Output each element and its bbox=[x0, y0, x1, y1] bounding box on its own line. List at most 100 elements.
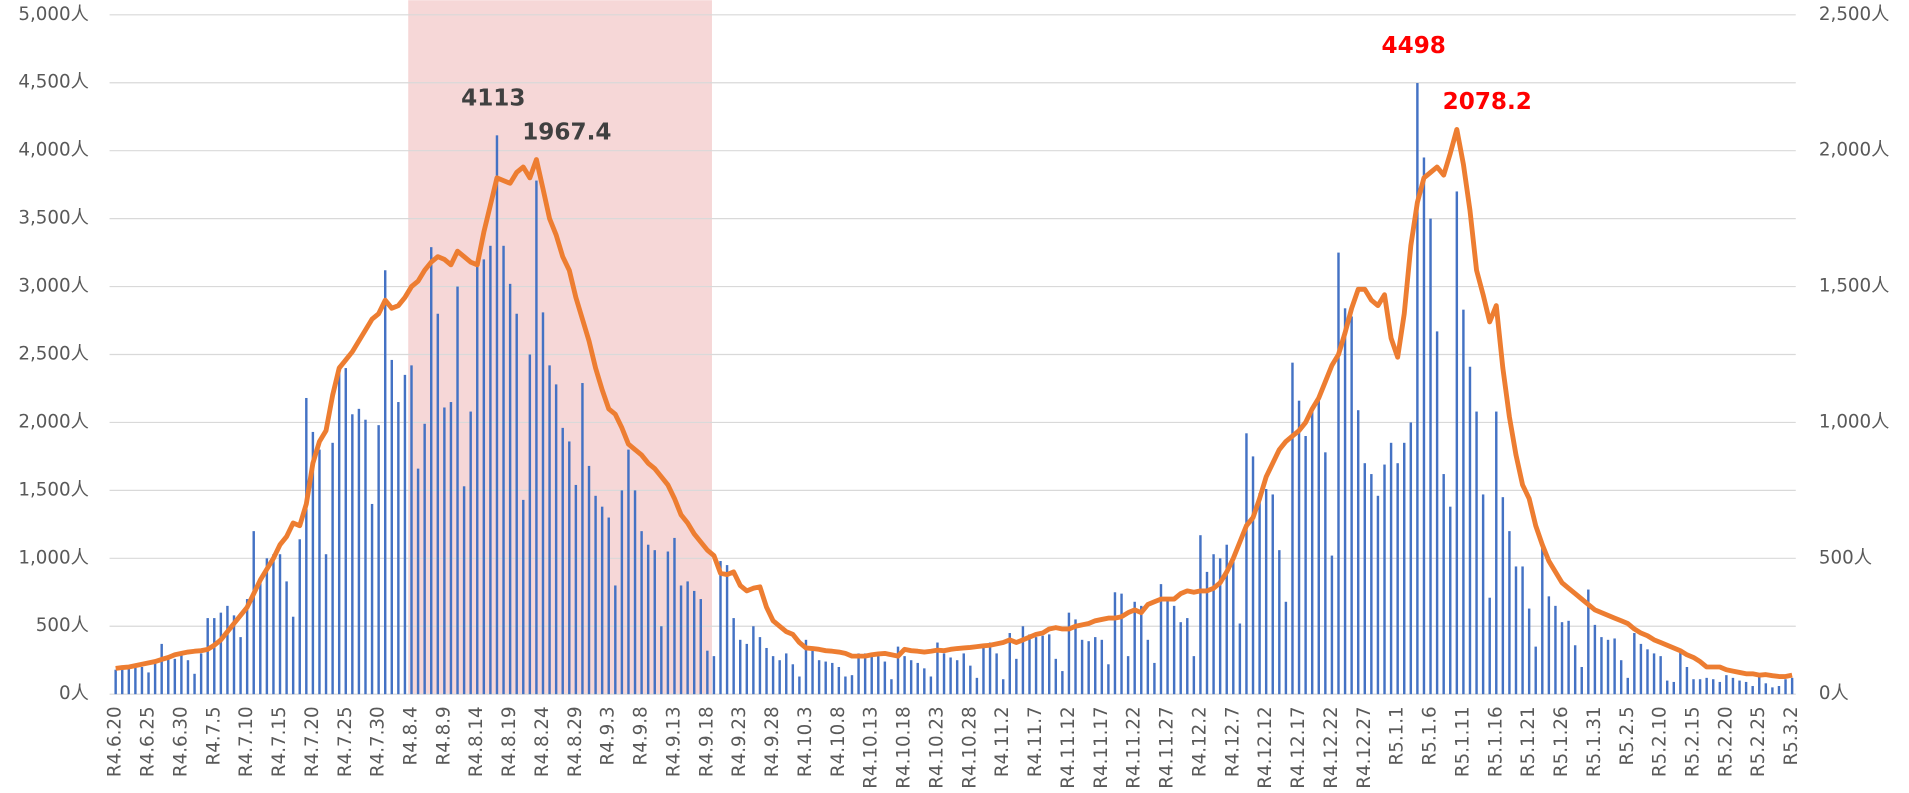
line bbox=[115, 127, 1793, 679]
bar bbox=[1744, 681, 1748, 695]
bar bbox=[620, 490, 624, 695]
bar bbox=[863, 653, 867, 695]
bar bbox=[824, 661, 827, 695]
bar bbox=[1192, 656, 1196, 695]
bar bbox=[890, 679, 893, 695]
bar bbox=[114, 669, 117, 695]
x-tick-label: R5.1.21 bbox=[1518, 706, 1539, 777]
bar bbox=[1547, 596, 1551, 695]
bar bbox=[765, 647, 768, 695]
bar bbox=[923, 668, 926, 695]
bar bbox=[245, 599, 249, 695]
bar bbox=[1264, 489, 1268, 695]
bar bbox=[1245, 433, 1248, 695]
x-tick-label: R5.1.26 bbox=[1551, 706, 1572, 777]
bar bbox=[1606, 639, 1610, 695]
bar bbox=[850, 675, 854, 695]
x-tick-label: R5.2.10 bbox=[1650, 706, 1671, 777]
bar bbox=[1751, 686, 1754, 695]
bar bbox=[489, 245, 492, 695]
x-tick-label: R4.6.30 bbox=[170, 706, 191, 777]
bar bbox=[495, 135, 499, 695]
bar bbox=[1376, 495, 1380, 695]
x-tick-label: R5.1.6 bbox=[1420, 706, 1441, 765]
x-tick-label: R4.11.2 bbox=[992, 706, 1013, 777]
bar bbox=[1738, 680, 1741, 695]
bar bbox=[1028, 634, 1031, 695]
y-tick-label: 3,000人 bbox=[18, 276, 89, 297]
bar bbox=[995, 653, 998, 695]
bar bbox=[1021, 626, 1025, 695]
bar bbox=[600, 506, 604, 695]
bar bbox=[186, 660, 190, 695]
y-tick-label: 0人 bbox=[59, 683, 89, 704]
bar bbox=[331, 442, 334, 695]
x-tick-label: R4.11.7 bbox=[1025, 706, 1046, 777]
bar bbox=[1764, 683, 1768, 695]
bar bbox=[1488, 597, 1491, 695]
bar bbox=[1455, 191, 1459, 695]
y-tick-label: 1,500人 bbox=[18, 479, 89, 500]
x-tick-label: R4.9.8 bbox=[631, 706, 652, 765]
bar bbox=[1422, 157, 1426, 695]
bar bbox=[226, 605, 229, 695]
bar bbox=[1107, 664, 1110, 695]
bar bbox=[522, 499, 525, 695]
bar bbox=[1284, 601, 1288, 695]
bar bbox=[699, 599, 702, 695]
bar bbox=[508, 283, 512, 695]
bar bbox=[344, 368, 347, 695]
bar bbox=[1356, 410, 1360, 695]
y-tick-label: 1,000人 bbox=[18, 547, 89, 568]
bar bbox=[1731, 677, 1735, 695]
x-tick-label: R4.7.30 bbox=[368, 706, 389, 777]
y-tick-label: 4,000人 bbox=[18, 140, 89, 161]
bar bbox=[1343, 308, 1347, 695]
bar bbox=[1067, 612, 1071, 695]
bar bbox=[1435, 331, 1439, 695]
bar bbox=[423, 423, 426, 695]
bar bbox=[127, 668, 131, 695]
bar bbox=[1771, 687, 1774, 695]
bar bbox=[469, 411, 472, 695]
bar bbox=[383, 270, 387, 695]
y-tick-label: 2,500人 bbox=[18, 343, 89, 364]
bar bbox=[173, 658, 177, 695]
x-tick-label: R5.1.16 bbox=[1485, 706, 1506, 777]
bar bbox=[1001, 679, 1005, 695]
bar bbox=[1100, 639, 1104, 695]
bar bbox=[548, 365, 551, 695]
bar bbox=[1304, 436, 1307, 695]
bar bbox=[1383, 464, 1386, 695]
x-tick-label: R4.9.23 bbox=[729, 706, 750, 777]
bar bbox=[232, 615, 236, 695]
bar bbox=[272, 554, 275, 695]
bar bbox=[1258, 493, 1261, 695]
bar bbox=[1725, 675, 1728, 695]
bar bbox=[1218, 558, 1222, 695]
bar bbox=[1626, 677, 1629, 695]
bar bbox=[837, 666, 841, 695]
bar bbox=[285, 581, 288, 695]
bar bbox=[568, 441, 571, 695]
bar bbox=[831, 662, 834, 695]
y-tick-label: 3,500人 bbox=[18, 208, 89, 229]
bar bbox=[1416, 83, 1419, 695]
bar bbox=[390, 359, 394, 695]
bar bbox=[1784, 679, 1787, 695]
x-tick-label: R4.8.14 bbox=[466, 706, 487, 777]
x-tick-label: R5.2.15 bbox=[1683, 706, 1704, 777]
bar bbox=[870, 653, 873, 695]
bar bbox=[1054, 658, 1058, 695]
bar bbox=[1685, 666, 1689, 695]
bar bbox=[397, 402, 400, 695]
bar bbox=[811, 650, 814, 695]
bar bbox=[1350, 316, 1353, 695]
bar bbox=[1396, 463, 1399, 695]
bar bbox=[725, 565, 729, 695]
bar bbox=[1232, 561, 1235, 695]
bar bbox=[502, 245, 505, 695]
bar bbox=[147, 672, 150, 695]
bar bbox=[140, 666, 144, 695]
x-tick-label: R4.10.13 bbox=[861, 706, 882, 788]
